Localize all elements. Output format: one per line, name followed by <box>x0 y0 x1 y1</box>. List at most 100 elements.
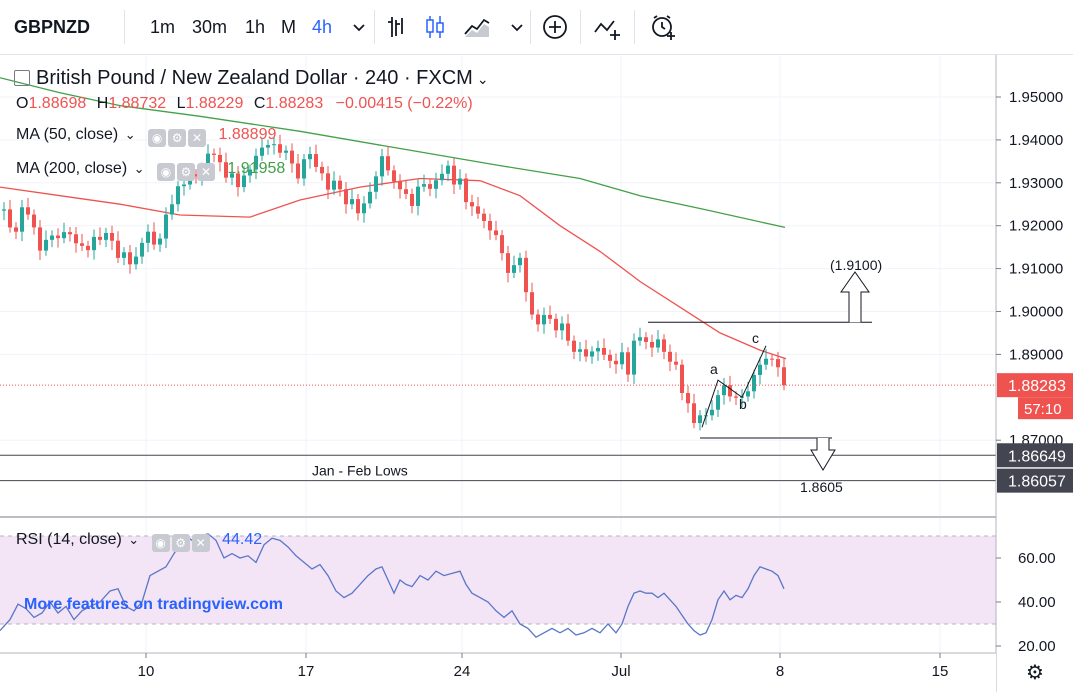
candle <box>86 245 90 251</box>
candle <box>356 199 360 214</box>
close-icon[interactable]: ✕ <box>191 534 210 552</box>
rsi-value: 44.42 <box>222 531 263 548</box>
time-tick-label: 17 <box>298 663 315 680</box>
high-value: 1.88732 <box>108 95 167 112</box>
close-icon[interactable]: ✕ <box>188 129 207 147</box>
candle <box>194 174 198 177</box>
gear-icon[interactable]: ⚙ <box>171 534 190 552</box>
down-arrow-icon <box>810 438 836 471</box>
candle <box>230 173 234 178</box>
add-compare-icon[interactable] <box>540 12 570 42</box>
interval-month[interactable]: M <box>281 17 296 37</box>
candle <box>776 359 780 368</box>
gear-icon[interactable]: ⚙ <box>176 163 195 181</box>
chevron-down-icon[interactable]: ⌄ <box>124 127 136 142</box>
ma50-line <box>0 177 787 360</box>
candle <box>20 207 24 232</box>
interval-1m[interactable]: 1m <box>150 17 176 37</box>
indicators-icon[interactable] <box>592 12 622 42</box>
candle <box>116 240 120 258</box>
candle <box>302 159 306 179</box>
collapse-legend-icon[interactable] <box>14 70 30 86</box>
eye-icon[interactable]: ◉ <box>151 534 170 552</box>
candle <box>536 314 540 325</box>
interval-4h[interactable]: 4h <box>312 17 333 37</box>
candle <box>548 314 552 319</box>
eye-icon[interactable]: ◉ <box>156 163 175 181</box>
rsi-tick-label: 40.00 <box>1018 594 1056 611</box>
rsi-tick-label: 60.00 <box>1018 550 1056 567</box>
candle <box>152 231 156 245</box>
candle <box>494 230 498 236</box>
candle <box>98 236 102 240</box>
candle <box>500 235 504 254</box>
candle <box>770 358 774 360</box>
area-style-icon[interactable] <box>462 12 492 42</box>
change-value: −0.00415 (−0.22%) <box>335 95 473 112</box>
watermark-link[interactable]: More features on tradingview.com <box>24 596 284 613</box>
candle <box>32 214 36 228</box>
candle <box>380 156 384 177</box>
candle <box>554 318 558 331</box>
close-icon[interactable]: ✕ <box>196 163 215 181</box>
bar-style-icon[interactable] <box>382 12 412 42</box>
eye-icon[interactable]: ◉ <box>148 129 167 147</box>
candle <box>578 349 582 352</box>
chevron-down-icon[interactable]: ⌄ <box>133 161 145 176</box>
alert-icon[interactable] <box>648 12 678 42</box>
candle <box>458 178 462 185</box>
axes-group: 1.95000 1.94000 1.93000 1.92000 1.91000 1.900… <box>0 55 1073 692</box>
wave-c-label: c <box>752 330 759 346</box>
candle <box>50 235 54 240</box>
candle <box>416 186 420 206</box>
candle <box>242 175 246 188</box>
candle <box>308 154 312 160</box>
level-marker-badge <box>997 468 1073 493</box>
level-marker-label: 1.86057 <box>1008 474 1066 491</box>
candle <box>584 349 588 357</box>
candle <box>344 189 348 205</box>
low-value: 1.88229 <box>185 95 244 112</box>
price-tick-label: 1.95000 <box>1009 89 1063 106</box>
gear-icon[interactable]: ⚙ <box>1026 660 1044 684</box>
gear-icon[interactable]: ⚙ <box>168 129 187 147</box>
candle <box>374 176 378 192</box>
interval-1h[interactable]: 1h <box>245 17 266 37</box>
ma200-legend[interactable]: MA (200, close) ⌄ ◉ ⚙ ✕ 1.91958 <box>16 159 285 181</box>
candle <box>428 184 432 189</box>
candle <box>476 206 480 214</box>
candle-style-icon[interactable] <box>420 12 450 42</box>
candle <box>560 323 564 331</box>
candle <box>248 169 252 176</box>
candle <box>80 243 84 246</box>
candle <box>716 395 720 410</box>
rsi-line-group <box>0 533 996 639</box>
symbol-search[interactable]: GBPNZD <box>14 17 90 37</box>
candle <box>464 178 468 203</box>
chevron-down-icon[interactable] <box>344 12 374 42</box>
candle <box>686 393 690 404</box>
candle <box>236 173 240 188</box>
candle <box>284 150 288 153</box>
candle <box>362 203 366 214</box>
candle <box>56 235 60 239</box>
chevron-down-icon[interactable]: ⌄ <box>476 71 489 87</box>
chevron-down-icon[interactable] <box>502 12 532 42</box>
interval-30m[interactable]: 30m <box>192 17 228 37</box>
ohlc-values: O1.88698 H1.88732 L1.88229 C1.88283 −0.0… <box>16 94 473 114</box>
price-tick-label: 1.93000 <box>1009 175 1063 192</box>
candle <box>8 209 12 228</box>
candle <box>422 184 426 187</box>
candle <box>746 391 750 397</box>
candle <box>254 155 258 170</box>
candle <box>410 193 414 206</box>
candle <box>614 360 618 365</box>
ma50-legend[interactable]: MA (50, close) ⌄ ◉ ⚙ ✕ 1.88899 <box>16 125 276 147</box>
candle <box>482 213 486 221</box>
candle <box>74 234 78 244</box>
candle <box>290 150 294 164</box>
chevron-down-icon[interactable]: ⌄ <box>128 532 140 547</box>
rsi-legend[interactable]: RSI (14, close) ⌄ ◉ ⚙ ✕ 44.42 <box>16 530 262 552</box>
ma50-value: 1.88899 <box>218 126 277 143</box>
